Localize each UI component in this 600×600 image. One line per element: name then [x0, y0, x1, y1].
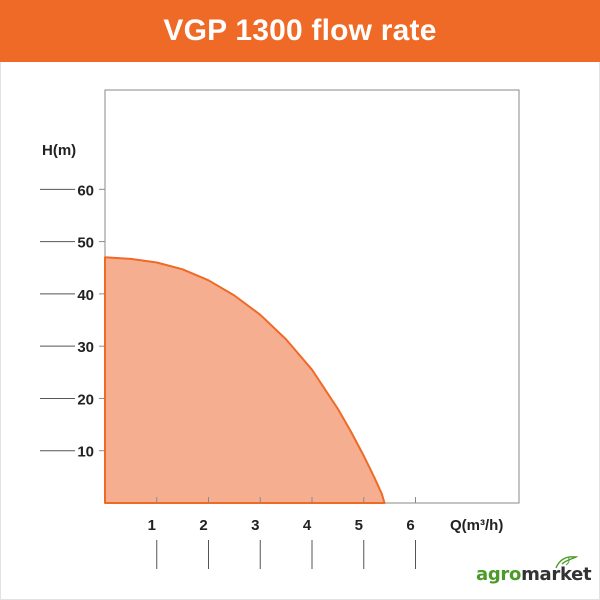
brand-suffix: market — [521, 564, 592, 585]
y-axis-label: H(m) — [42, 142, 76, 159]
x-tick-label: 5 — [355, 517, 363, 534]
y-tick-label: 40 — [77, 287, 94, 304]
x-tick-label: 1 — [148, 517, 156, 534]
y-tick-label: 60 — [77, 182, 94, 199]
y-tick-label: 10 — [77, 444, 94, 461]
title-banner: VGP 1300 flow rate — [0, 0, 600, 62]
x-tick-label: 4 — [303, 517, 312, 534]
x-tick-label: 3 — [251, 517, 259, 534]
leaf-icon — [555, 556, 578, 569]
y-tick-label: 50 — [77, 235, 94, 252]
y-tick-label: 30 — [77, 339, 94, 356]
y-tick-label: 20 — [77, 391, 94, 408]
chart-title: VGP 1300 flow rate — [163, 14, 437, 47]
x-axis-label: Q(m³/h) — [450, 517, 503, 534]
flow-curve-area-0 — [104, 256, 386, 504]
brand-wordmark: agromarket — [476, 564, 592, 585]
brand-prefix: agro — [476, 564, 522, 585]
x-tick-label: 2 — [199, 517, 207, 534]
x-tick-label: 6 — [406, 517, 414, 534]
agromarket-logo: agromarket — [476, 556, 596, 592]
